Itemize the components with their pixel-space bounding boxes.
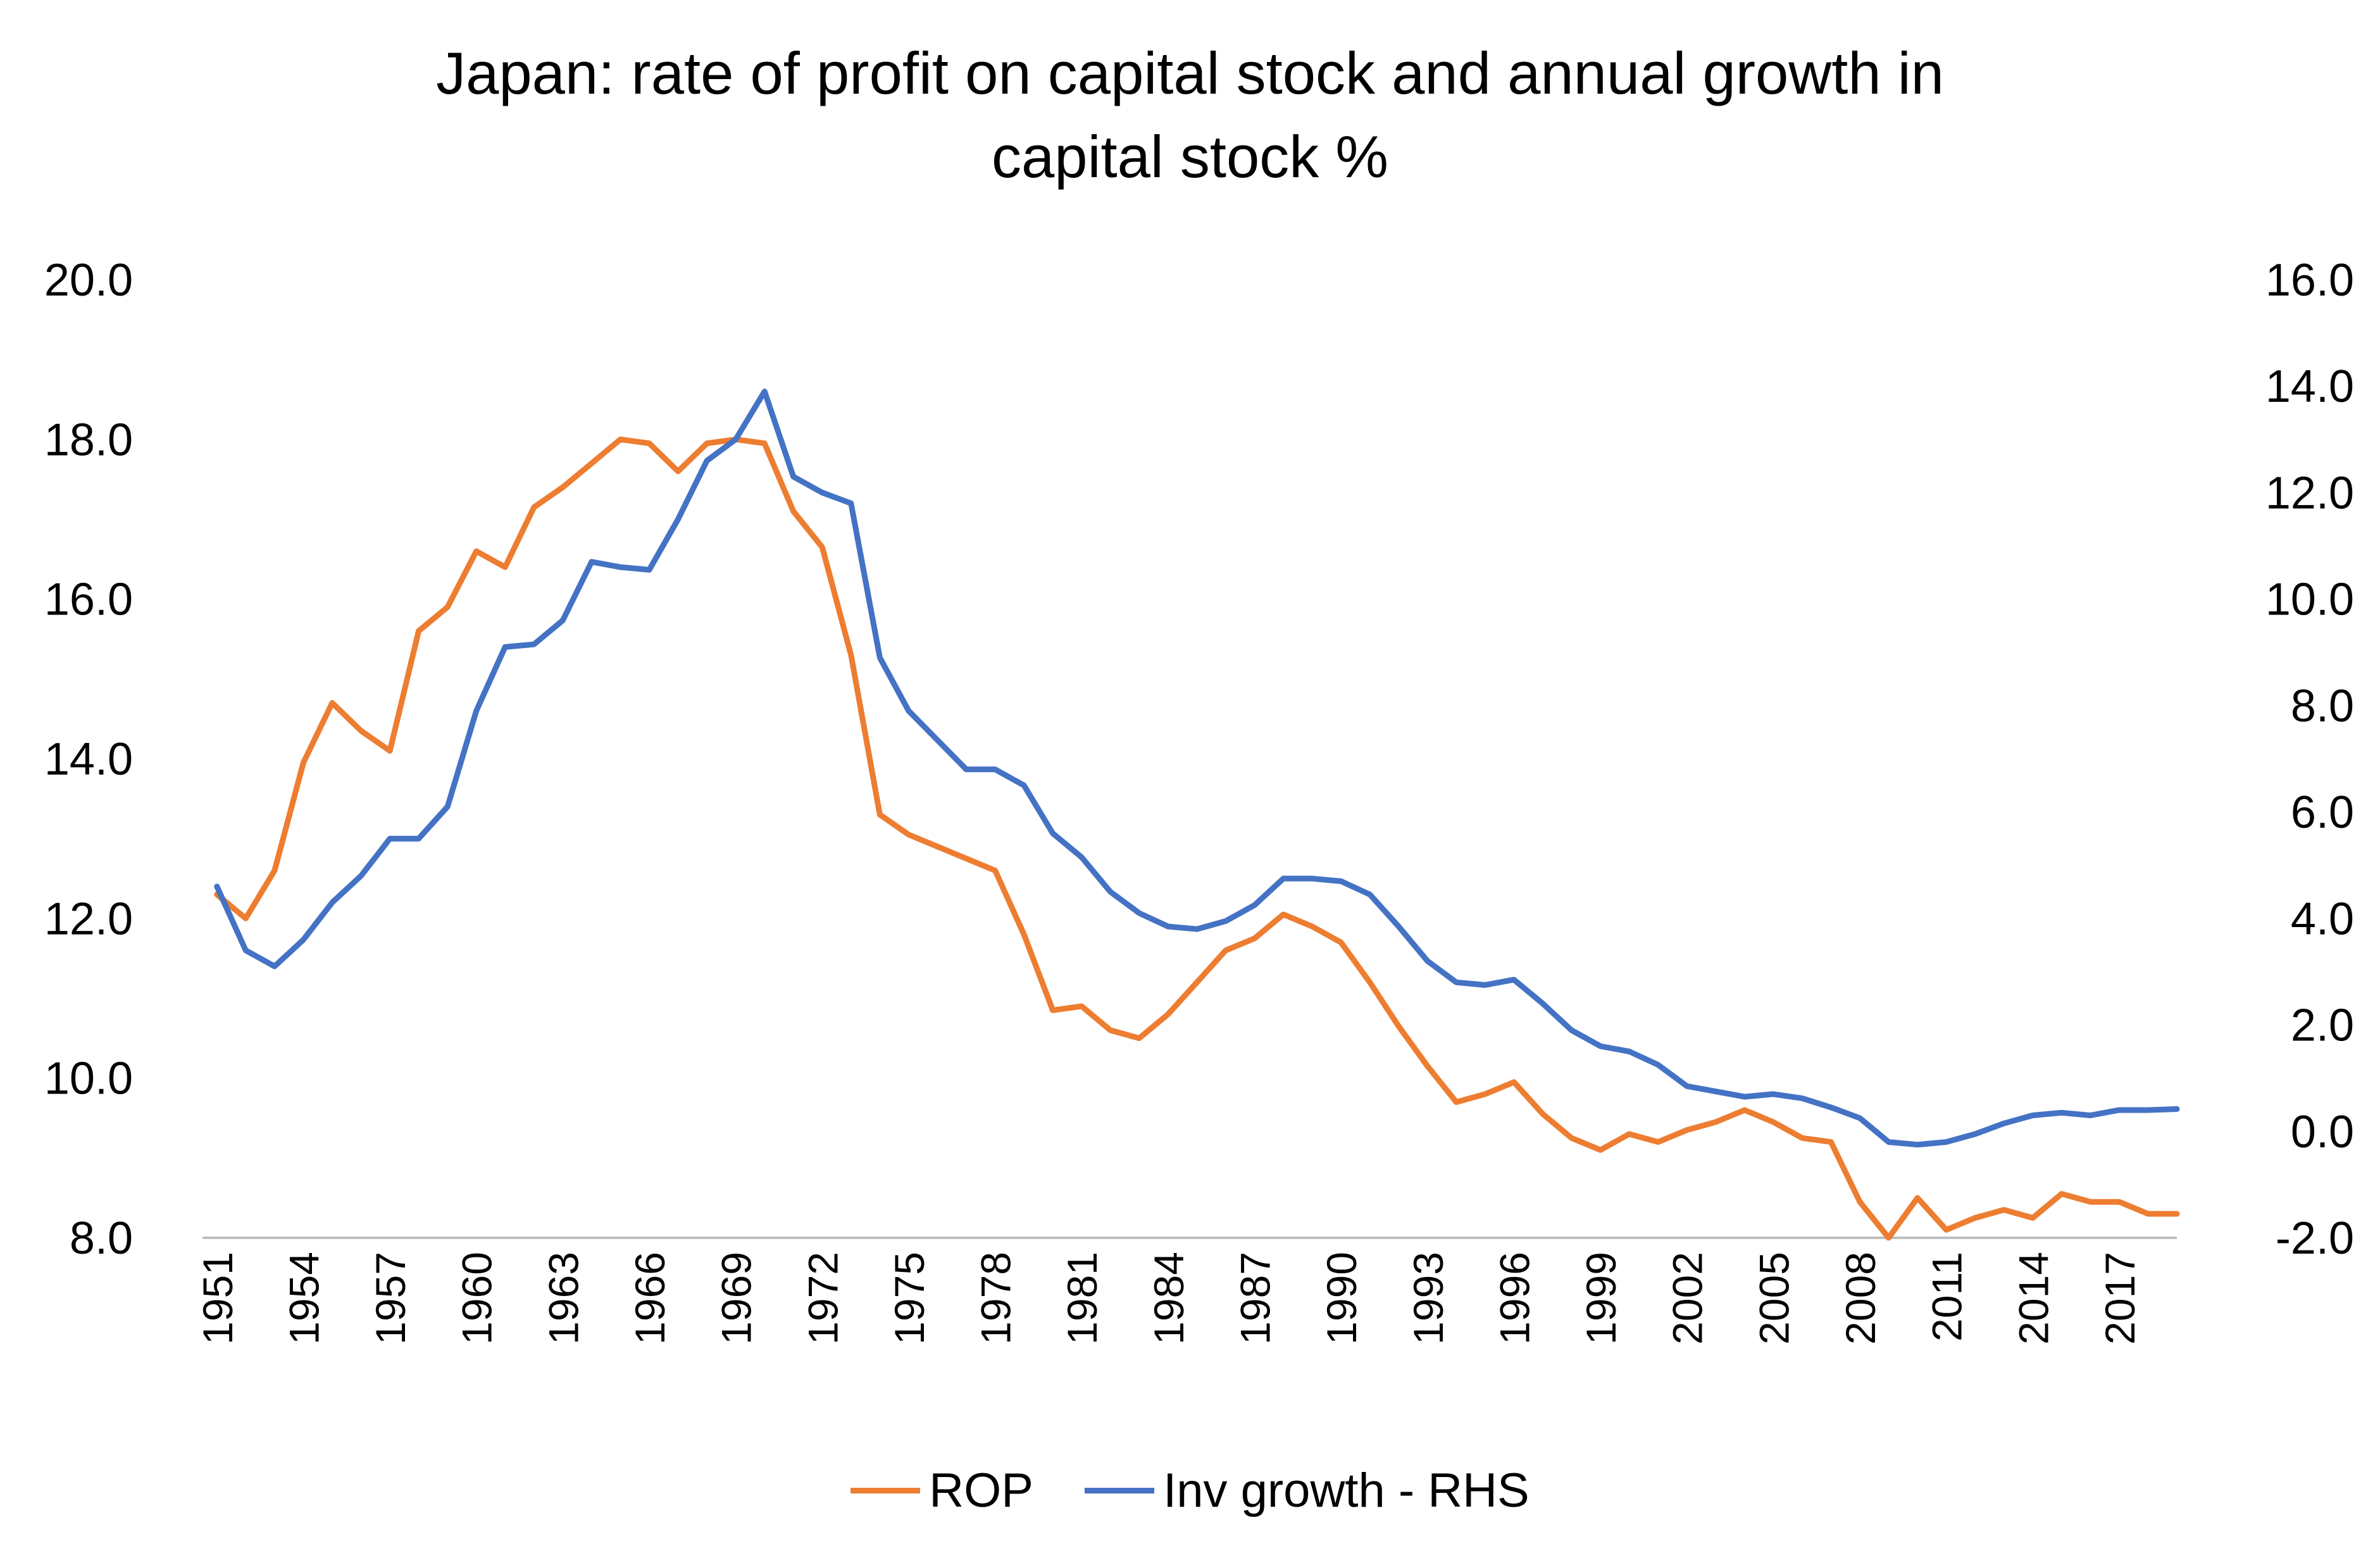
chart-title-line-1: Japan: rate of profit on capital stock a… [436,40,1944,106]
x-tick-label: 1954 [280,1252,327,1345]
x-tick-label: 1960 [454,1252,501,1345]
x-tick-label: 1951 [194,1252,241,1345]
x-tick-label: 1996 [1491,1252,1538,1345]
x-tick-label: 2017 [2097,1252,2143,1345]
x-tick-label: 2014 [2010,1252,2057,1345]
legend-swatch-rop [850,1488,921,1493]
x-tick-label: 1981 [1059,1252,1106,1345]
x-tick-label: 1957 [367,1252,414,1345]
series-layer [214,389,2180,1241]
y-left-tick-label: 14.0 [44,734,133,785]
y-left-tick-label: 18.0 [44,415,133,465]
x-tick-label: 1966 [626,1252,673,1345]
series-line-rop [214,436,2180,1241]
chart-title-line-2: capital stock % [992,123,1388,190]
y-right-tick-label: 14.0 [2265,361,2354,412]
y-right-tick-label: 8.0 [2291,681,2354,732]
legend-label-inv-growth: Inv growth - RHS [1163,1463,1530,1518]
y-right-tick-label: 2.0 [2291,1001,2354,1051]
y-right-tick-label: 16.0 [2265,255,2354,306]
legend-label-rop: ROP [929,1463,1033,1518]
y-right-tick-label: 0.0 [2291,1107,2354,1157]
legend: ROP Inv growth - RHS [0,1446,2380,1523]
y-right-tick-label: 12.0 [2265,468,2354,518]
y-left-tick-label: 12.0 [44,894,133,944]
series-line-inv-growth [214,389,2180,1148]
x-tick-label: 1990 [1318,1252,1365,1345]
legend-item-inv-growth: Inv growth - RHS [1085,1459,1530,1523]
x-tick-label: 2011 [1924,1252,1971,1342]
x-tick-label: 1969 [713,1252,760,1345]
y-right-tick-label: 10.0 [2265,575,2354,625]
x-tick-label: 1978 [973,1252,1019,1345]
x-tick-label: 1984 [1145,1252,1192,1345]
x-tick-label: 1987 [1231,1252,1278,1345]
legend-item-rop: ROP [850,1459,1033,1523]
y-left-tick-label: 10.0 [44,1054,133,1104]
ticks-layer: 1951 1954 1957 1960 1963 1966 1969 1972 1975 1978… [44,255,2354,1345]
y-left-tick-label: 16.0 [44,575,133,625]
x-tick-label: 1972 [799,1252,846,1345]
x-tick-label: 1999 [1578,1252,1624,1345]
x-tick-label: 2005 [1750,1252,1797,1345]
legend-swatch-inv-growth [1085,1488,1155,1493]
y-right-tick-label: 4.0 [2291,894,2354,944]
x-tick-label: 1975 [886,1252,933,1345]
x-tick-label: 1993 [1405,1252,1452,1345]
x-tick-label: 2002 [1664,1252,1711,1345]
y-right-tick-label: 6.0 [2291,787,2354,838]
x-tick-label: 2008 [1837,1252,1884,1345]
y-right-tick-label: -2.0 [2276,1213,2354,1264]
chart-title: Japan: rate of profit on capital stock a… [190,32,2190,199]
y-left-tick-label: 20.0 [44,255,133,306]
y-left-tick-label: 8.0 [70,1213,133,1264]
x-tick-label: 1963 [540,1252,587,1345]
